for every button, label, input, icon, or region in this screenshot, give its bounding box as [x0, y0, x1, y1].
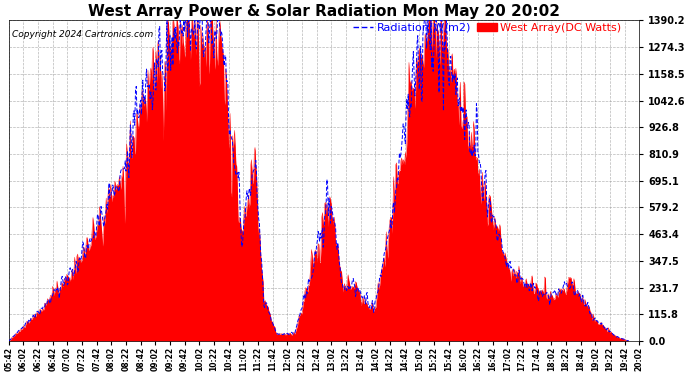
Title: West Array Power & Solar Radiation Mon May 20 20:02: West Array Power & Solar Radiation Mon M…	[88, 4, 560, 19]
Text: Copyright 2024 Cartronics.com: Copyright 2024 Cartronics.com	[12, 30, 153, 39]
Legend: Radiation(W/m2), West Array(DC Watts): Radiation(W/m2), West Array(DC Watts)	[353, 22, 621, 33]
